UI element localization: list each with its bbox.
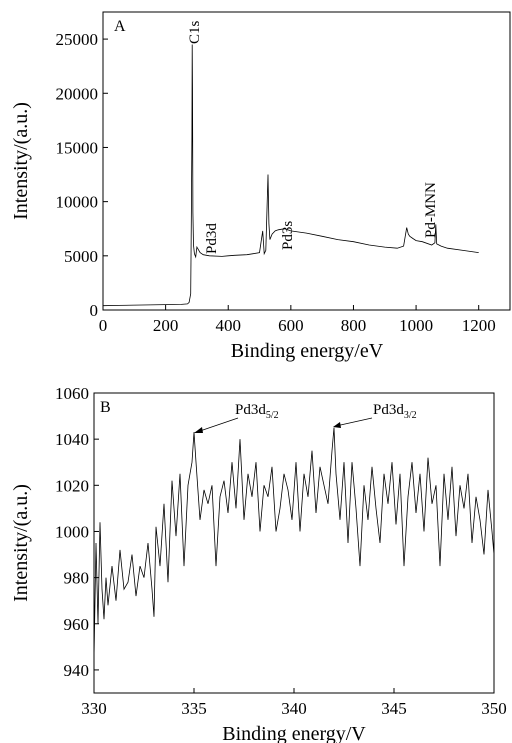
x-tick-label: 600 bbox=[278, 316, 304, 335]
y-tick-label: 980 bbox=[64, 569, 90, 588]
panel-a-frame bbox=[102, 11, 511, 311]
y-tick-label: 960 bbox=[64, 615, 90, 634]
panel-a-y-title: Intensity/(a.u.) bbox=[10, 102, 32, 220]
panel-b-label: B bbox=[100, 399, 111, 416]
x-tick-label: 1200 bbox=[462, 316, 496, 335]
x-tick-label: 345 bbox=[381, 699, 407, 718]
annotation-pd3d-5-2-arrowhead bbox=[194, 427, 203, 433]
y-tick-label: 10000 bbox=[56, 193, 99, 212]
y-tick-label: 1040 bbox=[55, 430, 89, 449]
annotation-pd3d-5-2: Pd3d5/2 bbox=[194, 402, 279, 433]
panel-a-x-axis: 0 200 400 600 800 1000 1200 bbox=[99, 305, 496, 335]
x-tick-label: 335 bbox=[181, 699, 207, 718]
panel-b-x-title: Binding energy/V bbox=[222, 723, 366, 743]
x-tick-label: 200 bbox=[153, 316, 179, 335]
panel-b: B 330 335 340 345 350 940 960 980 1000 1020 1040 1… bbox=[10, 384, 507, 743]
annotation-pd3d-3-2-arrow bbox=[335, 417, 373, 427]
y-tick-label: 1000 bbox=[55, 522, 89, 541]
panel-a-label: A bbox=[114, 18, 126, 35]
y-tick-label: 20000 bbox=[56, 84, 99, 103]
y-tick-label: 25000 bbox=[56, 30, 99, 49]
svg-text:Pd3d5/2: Pd3d5/2 bbox=[235, 402, 279, 421]
panel-a-x-title: Binding energy/eV bbox=[231, 340, 384, 362]
panel-b-spectrum-line bbox=[93, 427, 495, 659]
panel-b-y-title: Intensity/(a.u.) bbox=[10, 484, 32, 602]
annotation-pd-mnn: Pd-MNN bbox=[423, 182, 439, 238]
panel-a-spectrum-line bbox=[102, 44, 479, 307]
svg-text:Pd3d3/2: Pd3d3/2 bbox=[373, 402, 417, 421]
panel-a-y-axis: 0 5000 10000 15000 20000 25000 bbox=[56, 30, 108, 320]
annotation-pd3d-5-2-text: Pd3d bbox=[235, 402, 266, 418]
y-tick-label: 0 bbox=[90, 301, 99, 320]
panel-a: A 0 200 400 600 800 1000 1200 0 5000 10000 15000 2… bbox=[10, 11, 511, 362]
annotation-pd3d-3-2: Pd3d3/2 bbox=[333, 402, 417, 428]
x-tick-label: 340 bbox=[281, 699, 307, 718]
panel-b-y-axis: 940 960 980 1000 1020 1040 1060 bbox=[55, 384, 99, 680]
y-tick-label: 940 bbox=[64, 661, 90, 680]
annotation-pd3d-3-2-arrowhead bbox=[333, 422, 341, 428]
annotation-c1s: C1s bbox=[187, 20, 203, 44]
panel-b-frame bbox=[93, 392, 495, 694]
y-tick-label: 1020 bbox=[55, 476, 89, 495]
x-tick-label: 1000 bbox=[399, 316, 433, 335]
annotation-pd3d-3-2-text: Pd3d bbox=[373, 402, 404, 418]
x-tick-label: 350 bbox=[481, 699, 507, 718]
x-tick-label: 400 bbox=[215, 316, 241, 335]
y-tick-label: 5000 bbox=[64, 247, 98, 266]
x-tick-label: 330 bbox=[81, 699, 107, 718]
x-tick-label: 800 bbox=[341, 316, 367, 335]
y-tick-label: 1060 bbox=[55, 384, 89, 403]
annotation-pd3d-5-2-arrow bbox=[196, 417, 239, 433]
y-tick-label: 15000 bbox=[56, 138, 99, 157]
panel-b-x-axis: 330 335 340 345 350 bbox=[81, 688, 507, 718]
x-tick-label: 0 bbox=[99, 316, 108, 335]
annotation-pd3s: Pd3s bbox=[280, 221, 296, 250]
annotation-pd3d: Pd3d bbox=[204, 223, 220, 254]
